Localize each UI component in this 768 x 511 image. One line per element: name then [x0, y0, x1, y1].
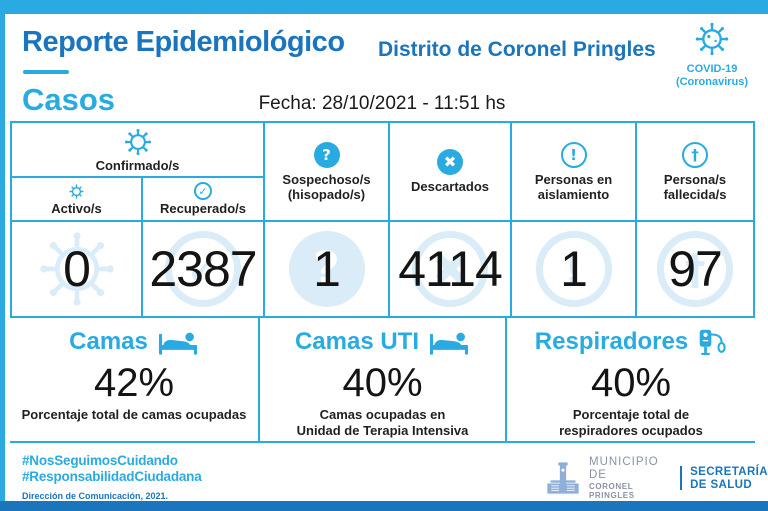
virus-icon	[124, 128, 151, 155]
cases-value: 2387	[149, 241, 257, 297]
confirmed-group-label: Confirmado/s	[95, 157, 180, 173]
stats-band: Camas 42% Porcentaje total de camas ocup…	[10, 318, 755, 443]
stat-camas: Camas 42% Porcentaje total de camas ocup…	[10, 318, 260, 441]
covid-label-line1: COVID-19	[686, 63, 738, 75]
cross-circle-icon: †	[682, 141, 708, 168]
column-header-recuperados: ✓ Recuperado/s	[143, 178, 265, 222]
stat-value: 42%	[93, 361, 175, 405]
stat-title: Respiradores	[534, 328, 689, 355]
title-underline	[23, 70, 69, 74]
bed-icon	[158, 332, 197, 355]
column-label: Activo/s	[51, 200, 102, 216]
covid-label-line2: (Coronavirus)	[675, 76, 749, 88]
municipality-name: MUNICIPIO DE CORONEL PRINGLES	[588, 456, 659, 500]
stat-title: Camas UTI	[294, 328, 420, 355]
report-date: Fecha: 28/10/2021 - 11:51 hs	[258, 93, 506, 114]
check-circle-icon: ✓	[194, 182, 212, 200]
stat-caption: Camas ocupadas en Unidad de Terapia Inte…	[296, 407, 469, 438]
hashtag-2: #ResponsabilidadCiudadana	[22, 469, 202, 484]
district-subtitle: Distrito de Coronel Pringles	[378, 38, 656, 61]
ventilator-icon	[699, 329, 726, 355]
stat-camas-uti: Camas UTI 40% Camas ocupadas en Unidad d…	[260, 318, 507, 441]
column-label: Recuperado/s	[160, 201, 246, 216]
cases-value: 97	[668, 241, 723, 297]
check-watermark-icon: ✓	[143, 222, 263, 316]
column-header-activos: Activo/s	[12, 178, 143, 222]
column-header-sospechosos: ? Sospechoso/s (hisopado/s)	[265, 123, 390, 222]
hashtag-1: #NosSeguimosCuidando	[22, 453, 178, 468]
bottom-border-strip	[0, 501, 768, 511]
cases-value: 0	[63, 241, 91, 297]
section-title-casos: Casos	[22, 82, 116, 117]
cases-table: Confirmado/s Activo/s ✓ Recuperado/s ? S…	[10, 121, 755, 318]
stat-value: 40%	[342, 361, 423, 405]
value-recuperados: ✓ 2387	[143, 222, 265, 316]
credit-line: Dirección de Comunicación, 2021.	[22, 491, 169, 501]
x-circle-icon: ✖	[437, 149, 463, 175]
page-title: Reporte Epidemiológico	[22, 26, 345, 58]
stat-respiradores: Respiradores 40% Porcentaje total de res…	[507, 318, 755, 441]
column-label: Sospechoso/s (hisopado/s)	[282, 171, 371, 202]
column-label: Descartados	[410, 179, 490, 194]
covid-badge: COVID-19 (Coronavirus)	[660, 20, 764, 89]
value-aislamiento: ! 1	[512, 222, 637, 316]
cross-watermark-icon: †	[637, 222, 753, 316]
virus-icon	[695, 22, 729, 56]
value-descartados: ✖ 4114	[390, 222, 512, 316]
column-label: Personas en aislamiento	[534, 171, 613, 202]
cases-value: 1	[313, 241, 341, 297]
exclamation-watermark-icon: !	[512, 222, 635, 316]
municipal-building-icon	[547, 462, 579, 494]
exclamation-circle-icon: !	[560, 141, 587, 168]
health-secretary-name: SECRETARÍA DE SALUD	[690, 465, 768, 491]
cases-value: 1	[560, 241, 588, 297]
value-sospechosos: ? 1	[265, 222, 390, 316]
cases-value: 4114	[398, 241, 503, 297]
municipality-logo: MUNICIPIO DE CORONEL PRINGLES SECRETARÍA…	[545, 456, 768, 500]
stat-value: 40%	[590, 361, 672, 405]
virus-watermark-icon	[12, 222, 141, 316]
value-activos: 0	[12, 222, 143, 316]
stat-caption: Porcentaje total de camas ocupadas	[21, 407, 247, 422]
stat-caption: Porcentaje total de respiradores ocupado…	[559, 407, 703, 438]
column-header-descartados: ✖ Descartados	[390, 123, 512, 222]
question-watermark-icon: ?	[265, 222, 388, 316]
stat-title: Camas	[69, 328, 148, 355]
column-header-aislamiento: ! Personas en aislamiento	[512, 123, 637, 222]
virus-icon	[69, 183, 84, 199]
column-label: Persona/s fallecida/s	[663, 171, 727, 202]
bed-icon	[429, 332, 469, 355]
value-fallecidos: † 97	[637, 222, 753, 316]
left-border-strip	[0, 14, 5, 501]
top-border-strip	[0, 0, 768, 14]
column-header-fallecidos: † Persona/s fallecida/s	[637, 123, 753, 222]
footer-hashtags: #NosSeguimosCuidando #ResponsabilidadCiu…	[22, 453, 202, 501]
question-circle-icon: ?	[313, 141, 340, 168]
logo-divider	[680, 466, 683, 490]
x-watermark-icon: ✖	[390, 222, 510, 316]
confirmed-group-header: Confirmado/s	[12, 123, 265, 178]
